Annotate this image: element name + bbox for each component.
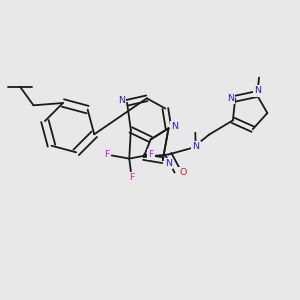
Text: F: F (129, 173, 134, 182)
Text: O: O (179, 168, 187, 177)
Text: N: N (227, 94, 234, 103)
Text: N: N (193, 142, 200, 151)
Text: N: N (118, 96, 125, 105)
Text: N: N (171, 122, 178, 131)
Text: N: N (254, 86, 261, 95)
Text: N: N (165, 159, 172, 168)
Text: F: F (104, 150, 109, 159)
Text: F: F (148, 150, 154, 159)
